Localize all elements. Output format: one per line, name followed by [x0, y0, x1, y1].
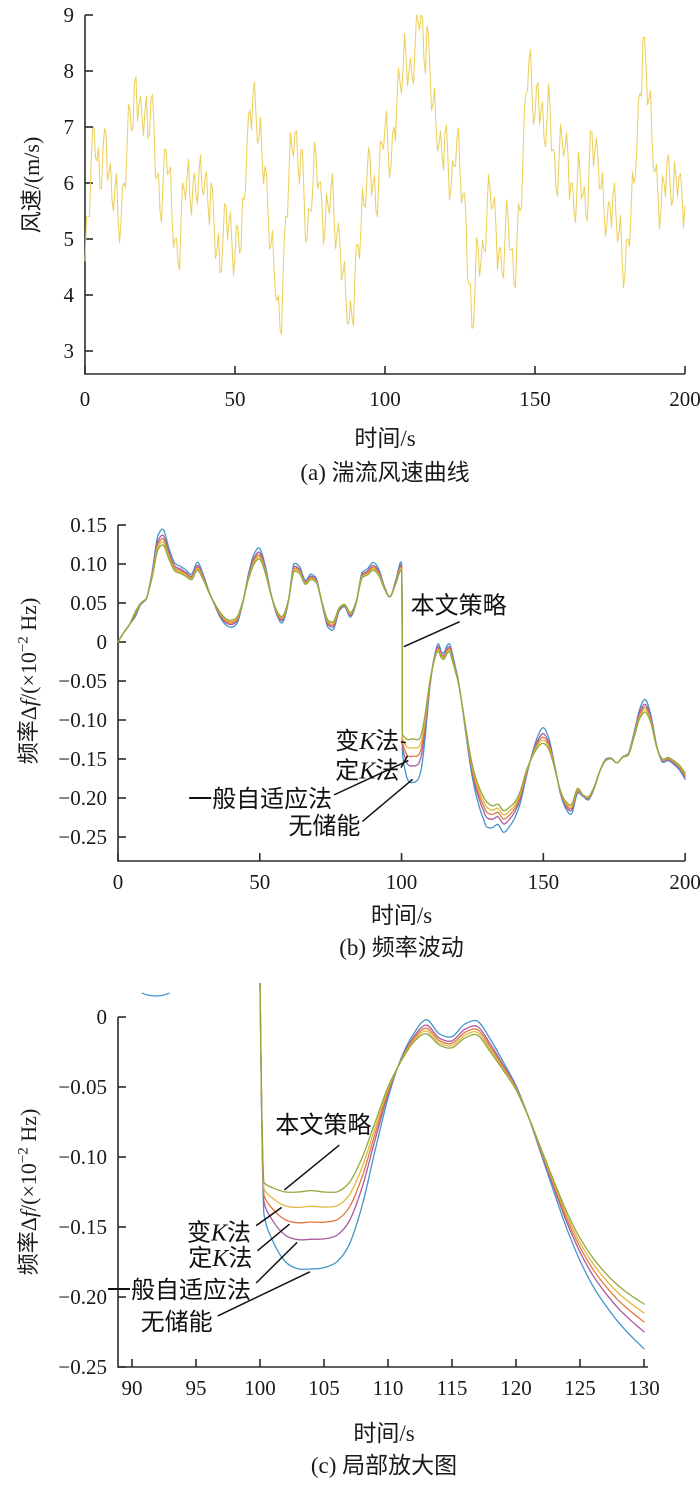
- ylabel-text: 频率Δ: [16, 1217, 41, 1276]
- chart-b-x-axis-label: 时间/s: [370, 903, 433, 928]
- y-tick-label: 7: [64, 115, 75, 139]
- chart-c-y-axis-label: 频率Δf/(×10−2 Hz): [11, 1109, 43, 1276]
- series-no-storage: [259, 983, 645, 1350]
- x-tick-label: 120: [500, 1376, 532, 1400]
- x-tick-label: 0: [113, 870, 124, 894]
- x-tick-label: 100: [386, 870, 418, 894]
- y-tick-label: −0.05: [58, 1075, 107, 1099]
- chart-b-plot: 0.150.100.050−0.05−0.10−0.15−0.20−0.250 5…: [58, 513, 700, 894]
- x-tick-label: 200: [669, 387, 700, 411]
- y-tick-label: −0.25: [58, 1355, 107, 1379]
- chart-a-plot: 3 4 5 6 7 8 9 0 50 100 150 200: [64, 3, 700, 411]
- y-tick-label: 8: [64, 59, 75, 83]
- chart-c-plot: 0 −0.05 −0.10 −0.15 −0.20 −0.25 90 95 100 105 110 1…: [58, 983, 660, 1400]
- x-tick-label: 150: [528, 870, 560, 894]
- chart-a-y-axis-label: 风速/(m/s): [14, 137, 46, 234]
- annotation-leader-fixed-k: [256, 1223, 290, 1252]
- x-tick-label: 100: [244, 1376, 276, 1400]
- y-tick-label: 9: [64, 3, 75, 27]
- annotation-proposed-strategy: 本文策略: [275, 1112, 371, 1139]
- annotation-leader-variable-k: [400, 741, 406, 744]
- ylabel-text: Hz): [16, 597, 41, 637]
- y-tick-label: 0: [97, 1005, 108, 1029]
- chart-c-x-axis-label: 时间/s: [353, 1421, 415, 1446]
- annotation-no-storage: 无储能: [141, 1309, 213, 1336]
- x-tick-label: 0: [80, 387, 91, 411]
- chart-b-caption: (b) 频率波动: [339, 935, 464, 960]
- y-tick-label: −0.10: [58, 1145, 107, 1169]
- annotation-leader-variable-k: [255, 1206, 283, 1227]
- ylabel-text: /(×10: [16, 652, 41, 700]
- y-tick-label: −0.10: [58, 708, 107, 732]
- x-tick-label: 50: [249, 870, 270, 894]
- annotation-general-adaptive: 一般自适应法: [107, 1277, 251, 1304]
- y-tick-label: −0.20: [58, 786, 107, 810]
- ylabel-text: 风速/(m/s): [19, 136, 44, 234]
- ylabel-superscript: −2: [15, 1147, 32, 1164]
- y-tick-label: 5: [64, 227, 75, 251]
- series-fixed-k: [259, 983, 645, 1323]
- chart-a-caption: (a) 湍流风速曲线: [300, 460, 470, 485]
- annotation-fixed-k: 定K法: [188, 1245, 252, 1272]
- x-tick-label: 115: [437, 1376, 468, 1400]
- x-tick-label: 100: [369, 387, 401, 411]
- series-variable-k: [259, 983, 645, 1314]
- series-proposed-strategy: [259, 983, 645, 1305]
- annotation-general-adaptive: 一般自适应法: [188, 786, 332, 813]
- axis-lines: [84, 15, 685, 375]
- ylabel-text: Hz): [16, 1108, 41, 1148]
- y-tick-label: −0.20: [58, 1285, 107, 1309]
- annotation-leader-proposed-strategy: [403, 621, 460, 648]
- segment-no-storage-clipped-arc: [141, 992, 170, 997]
- x-tick-label: 150: [519, 387, 551, 411]
- y-tick-label: 0.15: [70, 513, 107, 537]
- annotation-leader-no-storage: [361, 778, 414, 822]
- x-tick-label: 110: [373, 1376, 404, 1400]
- annotation-proposed-strategy: 本文策略: [411, 592, 507, 619]
- x-tick-label: 200: [669, 870, 700, 894]
- y-tick-label: 0.10: [70, 552, 107, 576]
- x-tick-label: 130: [628, 1376, 660, 1400]
- y-tick-label: −0.25: [58, 825, 107, 849]
- x-tick-label: 125: [564, 1376, 596, 1400]
- clipped-series-group: [141, 983, 645, 1350]
- annotation-leader-general-adaptive: [333, 759, 409, 796]
- y-tick-label: 6: [64, 171, 75, 195]
- ylabel-italic-f: f: [16, 1210, 41, 1218]
- annotation-variable-k: 变K法: [335, 728, 399, 755]
- chart-a-x-axis-label: 时间/s: [354, 426, 416, 451]
- y-tick-label: 4: [64, 283, 75, 307]
- chart-c-caption: (c) 局部放大图: [310, 1453, 458, 1478]
- ylabel-italic-f: f: [16, 699, 41, 707]
- chart-b-y-axis-label: 频率Δf/(×10−2 Hz): [11, 598, 43, 765]
- x-tick-label: 50: [225, 387, 246, 411]
- annotation-leader-no-storage: [217, 1271, 311, 1317]
- annotation-leader-general-adaptive: [255, 1241, 298, 1284]
- annotation-variable-k: 变K法: [187, 1220, 251, 1247]
- y-tick-label: −0.05: [58, 669, 107, 693]
- x-tick-label: 90: [122, 1376, 143, 1400]
- annotation-leader-proposed-strategy: [283, 1144, 340, 1191]
- series-proposed-strategy: [117, 544, 686, 812]
- y-tick-label: −0.15: [58, 747, 107, 771]
- ylabel-text: 频率Δ: [16, 706, 41, 765]
- annotation-fixed-k: 定K法: [335, 758, 399, 785]
- ylabel-superscript: −2: [15, 636, 32, 653]
- y-tick-label: 3: [64, 339, 75, 363]
- ylabel-text: /(×10: [16, 1163, 41, 1211]
- y-tick-label: 0.05: [70, 591, 107, 615]
- x-tick-label: 105: [308, 1376, 340, 1400]
- series-general-adaptive: [259, 983, 645, 1333]
- annotation-no-storage: 无储能: [288, 813, 360, 840]
- y-tick-label: 0: [97, 630, 108, 654]
- series-wind-speed: [84, 14, 686, 335]
- y-tick-label: −0.15: [58, 1215, 107, 1239]
- x-tick-label: 95: [186, 1376, 207, 1400]
